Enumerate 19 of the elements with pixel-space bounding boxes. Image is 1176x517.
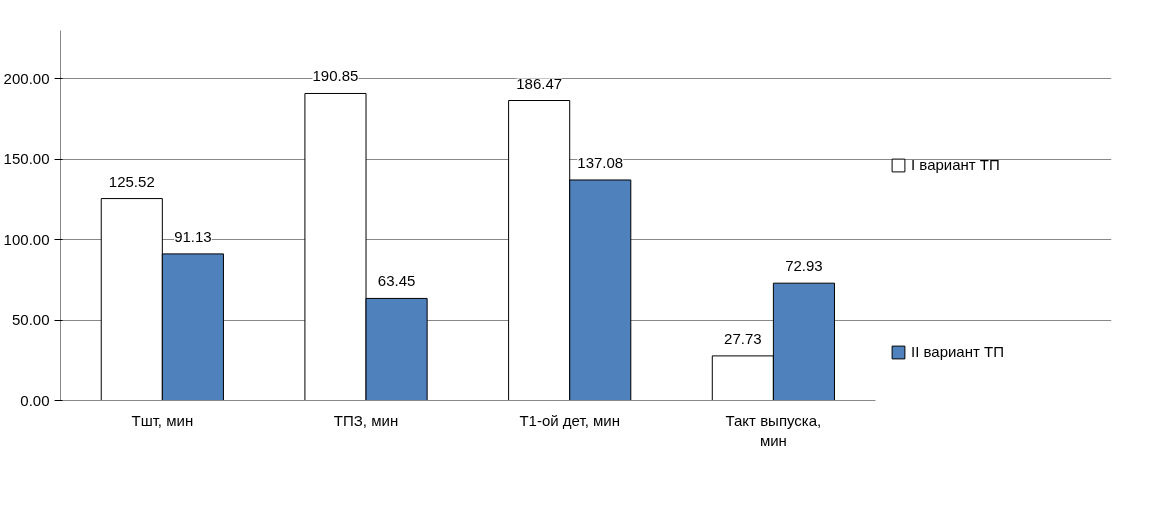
data-label: 125.52 — [108, 172, 155, 190]
y-tick-label: 50.00 — [11, 311, 50, 329]
y-tick-label: 150.00 — [3, 150, 50, 168]
data-label: 137.08 — [577, 153, 624, 171]
x-tick-label: Тшт, мин — [131, 411, 194, 429]
data-label: 190.85 — [312, 67, 359, 85]
data-label: 27.73 — [724, 329, 762, 347]
y-tick-label: 200.00 — [3, 69, 50, 87]
y-tick-label: 100.00 — [3, 230, 50, 248]
x-tick-label: ТПЗ, мин — [333, 411, 399, 429]
data-label: 63.45 — [377, 272, 416, 290]
data-label: 91.13 — [174, 227, 212, 245]
legend-label: I вариант ТП — [911, 156, 1000, 173]
x-tick-label: Такт выпуска, мин — [725, 411, 822, 449]
x-tick-label: Т1-ой дет, мин — [519, 411, 620, 429]
y-tick-label: 0.00 — [20, 391, 50, 409]
legend-label: II вариант ТП — [911, 343, 1004, 360]
data-label: 186.47 — [516, 74, 563, 92]
data-label: 72.93 — [785, 257, 823, 275]
